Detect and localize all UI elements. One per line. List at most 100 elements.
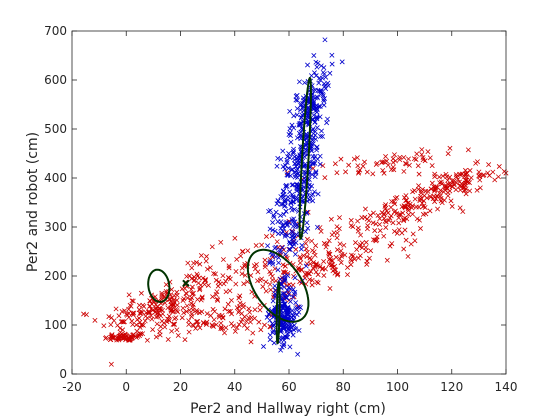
data-point: [270, 220, 274, 224]
data-point: [295, 352, 299, 356]
data-point: [223, 279, 227, 283]
data-point: [241, 305, 245, 309]
data-point: [164, 282, 168, 286]
data-point: [221, 273, 225, 277]
data-point: [183, 286, 187, 290]
data-point: [202, 282, 206, 286]
data-point: [478, 186, 482, 190]
y-tick-label: 200: [44, 269, 67, 283]
data-point: [390, 241, 394, 245]
data-point: [418, 226, 422, 230]
data-point: [114, 307, 118, 311]
data-point: [204, 259, 208, 263]
data-point: [330, 53, 334, 57]
data-point: [417, 205, 421, 209]
data-point: [187, 318, 191, 322]
data-point: [388, 244, 392, 248]
data-point: [389, 199, 393, 203]
data-point: [247, 307, 251, 311]
data-point: [279, 157, 283, 161]
data-point: [316, 272, 320, 276]
data-point: [356, 256, 360, 260]
data-point: [270, 234, 274, 238]
data-point: [319, 229, 323, 233]
data-point: [310, 283, 314, 287]
data-point: [252, 264, 256, 268]
data-point: [340, 60, 344, 64]
data-point: [226, 275, 230, 279]
data-point: [315, 125, 319, 129]
data-point: [356, 164, 360, 168]
data-point: [262, 323, 266, 327]
data-point: [475, 188, 479, 192]
data-point: [304, 247, 308, 251]
data-point: [323, 175, 327, 179]
data-point: [288, 190, 292, 194]
data-point: [349, 223, 353, 227]
data-point: [275, 164, 279, 168]
data-point: [385, 258, 389, 262]
data-point: [413, 197, 417, 201]
data-point: [446, 151, 450, 155]
data-point: [364, 249, 368, 253]
data-point: [145, 338, 149, 342]
data-point: [391, 221, 395, 225]
data-point: [319, 64, 323, 68]
data-point: [402, 155, 406, 159]
data-point: [345, 265, 349, 269]
data-point: [301, 253, 305, 257]
data-point: [305, 237, 309, 241]
data-point: [362, 160, 366, 164]
data-point: [420, 147, 424, 151]
data-point: [321, 259, 325, 263]
y-tick-label: 600: [44, 73, 67, 87]
data-point: [335, 225, 339, 229]
data-point: [226, 302, 230, 306]
data-point: [346, 163, 350, 167]
data-point: [212, 309, 216, 313]
data-point: [368, 213, 372, 217]
data-point: [319, 129, 323, 133]
data-point: [291, 224, 295, 228]
data-point: [276, 231, 280, 235]
data-point: [251, 331, 255, 335]
data-point: [311, 192, 315, 196]
x-tick-label: 100: [386, 380, 409, 394]
data-point: [404, 193, 408, 197]
data-point: [233, 236, 237, 240]
data-point: [446, 194, 450, 198]
data-point: [222, 331, 226, 335]
data-point: [496, 175, 500, 179]
data-point: [417, 172, 421, 176]
data-point: [102, 324, 106, 328]
data-point: [259, 277, 263, 281]
data-point: [117, 314, 121, 318]
series-2: [261, 38, 344, 357]
data-point: [335, 171, 339, 175]
y-tick-label: 700: [44, 24, 67, 38]
data-point: [273, 246, 277, 250]
data-point: [364, 240, 368, 244]
data-point: [261, 344, 265, 348]
data-point: [334, 255, 338, 259]
data-point: [466, 148, 470, 152]
data-point: [469, 176, 473, 180]
x-axis-label: Per2 and Hallway right (cm): [190, 401, 386, 417]
x-tick-label: 0: [122, 380, 130, 394]
data-point: [229, 298, 233, 302]
data-point: [212, 317, 216, 321]
data-point: [391, 160, 395, 164]
data-point: [109, 322, 113, 326]
data-point: [317, 89, 321, 93]
data-point: [275, 239, 279, 243]
data-point: [404, 238, 408, 242]
data-point: [486, 162, 490, 166]
data-point: [268, 337, 272, 341]
data-point: [432, 172, 436, 176]
data-point: [295, 113, 299, 117]
data-point: [273, 284, 277, 288]
data-point: [224, 290, 228, 294]
data-point: [176, 333, 180, 337]
data-point: [223, 307, 227, 311]
data-point: [339, 249, 343, 253]
